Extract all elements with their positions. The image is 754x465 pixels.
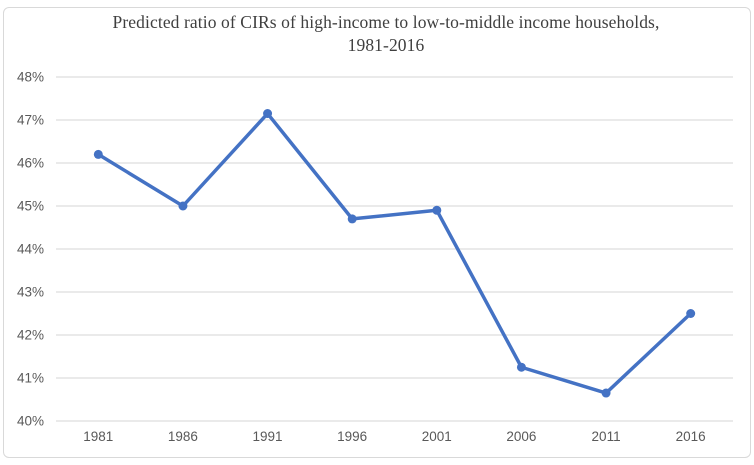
series-line — [96, 111, 693, 395]
y-tick-label: 42% — [17, 328, 44, 343]
chart-title-line1: Predicted ratio of CIRs of high-income t… — [112, 12, 660, 32]
chart-frame — [3, 7, 751, 458]
y-tick-label: 41% — [17, 371, 44, 386]
x-tick-label: 1986 — [168, 429, 198, 444]
y-tick-label: 45% — [17, 199, 44, 214]
chart-title-line2: 1981-2016 — [347, 35, 425, 55]
x-tick-label: 2011 — [592, 429, 621, 444]
y-tick-label: 43% — [17, 285, 44, 300]
y-tick-label: 48% — [17, 70, 44, 85]
x-tick-label: 2006 — [506, 429, 536, 444]
data-point-marker — [263, 109, 273, 119]
x-tick-label: 2001 — [422, 429, 452, 444]
y-tick-label: 46% — [17, 156, 44, 171]
y-tick-label: 47% — [17, 113, 44, 128]
x-tick-label: 1991 — [253, 429, 283, 444]
x-tick-label: 1996 — [337, 429, 367, 444]
data-point-marker — [347, 214, 357, 224]
x-tick-label: 2016 — [676, 429, 706, 444]
data-point-marker — [601, 388, 611, 398]
y-tick-label: 44% — [17, 242, 44, 257]
data-point-marker — [178, 201, 188, 211]
chart-title: Predicted ratio of CIRs of high-income t… — [56, 11, 716, 57]
x-tick-label: 1981 — [83, 429, 113, 444]
data-point-marker — [93, 149, 103, 159]
data-point-marker — [432, 205, 442, 215]
data-point-marker — [686, 309, 696, 318]
y-tick-label: 40% — [17, 414, 44, 429]
data-point-marker — [516, 362, 526, 372]
